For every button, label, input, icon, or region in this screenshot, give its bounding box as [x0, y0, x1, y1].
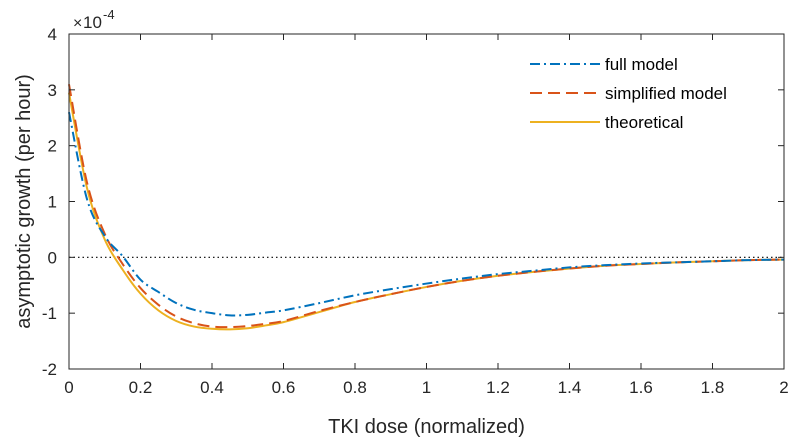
y-tick-label: 2 [48, 137, 57, 156]
x-tick-label: 0.8 [343, 378, 367, 397]
series-line-full-model [68, 111, 785, 317]
y-tick-label: 4 [48, 25, 57, 44]
y-multiplier-base: 10 [83, 13, 102, 32]
series-layer [68, 84, 785, 331]
y-tick-label: -1 [42, 304, 57, 323]
y-tick-label: 3 [48, 81, 57, 100]
x-tick-label: 1.4 [558, 378, 582, 397]
legend: full model simplified model theoretical [530, 55, 727, 132]
x-axis-label: TKI dose (normalized) [328, 416, 525, 438]
x-tick-label: 0.4 [200, 378, 224, 397]
legend-label: full model [605, 55, 678, 74]
y-axis-label: asymptotic growth (per hour) [13, 74, 35, 329]
y-multiplier-times: × [73, 15, 82, 32]
x-tick-label: 1.2 [486, 378, 510, 397]
y-axis-multiplier: × 10 -4 [73, 7, 115, 32]
x-tick-label: 1 [422, 378, 431, 397]
legend-label: simplified model [605, 84, 727, 103]
x-tick-label: 1.8 [701, 378, 725, 397]
x-tick-label: 0 [64, 378, 73, 397]
y-tick-label: 1 [48, 193, 57, 212]
x-tick-label: 0.2 [129, 378, 153, 397]
y-tick-label: 0 [48, 248, 57, 267]
x-tick-label: 1.6 [629, 378, 653, 397]
y-multiplier-exponent: -4 [103, 7, 115, 22]
y-tick-label: -2 [42, 360, 57, 379]
x-tick-label: 0.6 [272, 378, 296, 397]
ticks-layer: 0 0.2 0.4 0.6 0.8 1 1.2 1.4 1.6 1.8 2 -2 -1 0 1 2 3 4 [42, 25, 789, 397]
x-tick-label: 2 [779, 378, 788, 397]
legend-label: theoretical [605, 113, 683, 132]
